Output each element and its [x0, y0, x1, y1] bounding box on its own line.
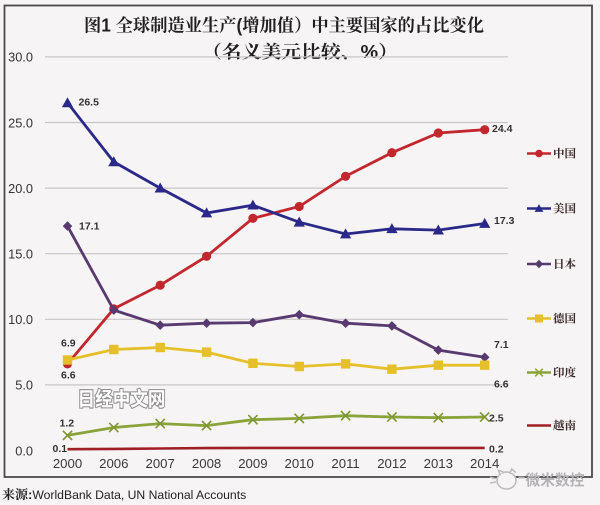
- svg-text:2000: 2000: [53, 456, 82, 471]
- svg-text:24.4: 24.4: [492, 123, 513, 135]
- svg-text:2013: 2013: [424, 456, 453, 471]
- svg-text:6.9: 6.9: [61, 338, 76, 350]
- svg-text:（名义美元比较、%）: （名义美元比较、%）: [202, 38, 398, 64]
- svg-text:0.2: 0.2: [489, 444, 504, 456]
- svg-text:2010: 2010: [285, 456, 314, 471]
- svg-text:26.5: 26.5: [79, 97, 100, 109]
- svg-text:0.1: 0.1: [53, 443, 68, 455]
- svg-text:17.1: 17.1: [79, 221, 100, 233]
- svg-text:10.0: 10.0: [8, 312, 33, 327]
- svg-text:2009: 2009: [238, 456, 267, 471]
- svg-text:25.0: 25.0: [8, 115, 33, 130]
- svg-text:17.3: 17.3: [494, 215, 515, 227]
- svg-text:日本: 日本: [553, 256, 576, 272]
- svg-text:15.0: 15.0: [8, 247, 33, 262]
- svg-text:30.0: 30.0: [8, 50, 33, 65]
- svg-text:2006: 2006: [99, 456, 128, 471]
- svg-text:5.0: 5.0: [15, 378, 33, 393]
- svg-text:6.6: 6.6: [61, 370, 76, 382]
- svg-text:印度: 印度: [553, 365, 576, 381]
- svg-text:中国: 中国: [553, 146, 576, 162]
- svg-text:德国: 德国: [553, 311, 576, 327]
- svg-text:1.2: 1.2: [60, 418, 75, 430]
- svg-text:越南: 越南: [553, 418, 576, 434]
- svg-text:图1 全球制造业生产(增加值）中主要国家的占比变化: 图1 全球制造业生产(增加值）中主要国家的占比变化: [84, 12, 484, 38]
- svg-text:0.0: 0.0: [15, 443, 33, 458]
- svg-text:美国: 美国: [553, 201, 576, 217]
- svg-text:6.6: 6.6: [494, 379, 509, 391]
- svg-text:7.1: 7.1: [494, 339, 509, 351]
- svg-text:2.5: 2.5: [489, 413, 504, 425]
- svg-text:微米数控: 微米数控: [526, 469, 585, 491]
- svg-text:20.0: 20.0: [8, 181, 33, 196]
- svg-text:2008: 2008: [192, 456, 221, 471]
- svg-text:2014: 2014: [470, 456, 499, 471]
- svg-text:2012: 2012: [377, 456, 406, 471]
- svg-text:2011: 2011: [331, 456, 359, 471]
- svg-text:2007: 2007: [146, 456, 175, 471]
- svg-text:日经中文网: 日经中文网: [78, 383, 166, 412]
- svg-text:来源:WorldBank Data, UN Nationa: 来源:WorldBank Data, UN National Accounts: [2, 484, 246, 503]
